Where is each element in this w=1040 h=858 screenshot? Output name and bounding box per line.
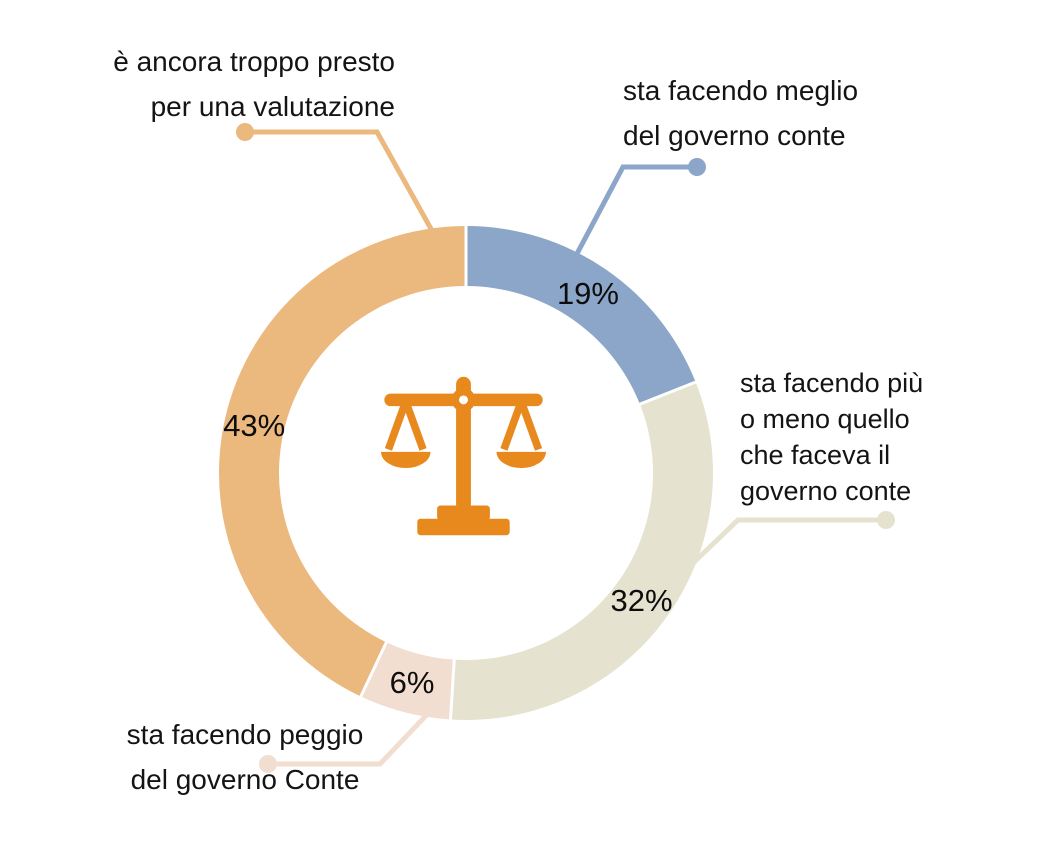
donut-slice-3 <box>218 226 466 697</box>
slice-value-label-2: 6% <box>389 665 435 701</box>
callout-label-piu-o-meno: sta facendo più o meno quello che faceva… <box>740 365 923 509</box>
leader-dot <box>688 158 706 176</box>
slice-value-label-1: 32% <box>610 582 673 618</box>
callout-line: del governo Conte <box>130 764 360 795</box>
leader-line <box>686 517 886 570</box>
donut-slice-0 <box>466 226 696 405</box>
leader-dot <box>236 123 254 141</box>
slice-separator <box>448 657 456 722</box>
callout-label-troppo-presto: è ancora troppo presto per una valutazio… <box>113 39 395 129</box>
callout-line: sta facendo più <box>740 368 924 398</box>
leader-dot <box>259 755 277 773</box>
slice-value-label-0: 19% <box>556 275 619 311</box>
callout-line: governo conte <box>740 476 912 506</box>
slice-separator <box>637 379 699 407</box>
callout-label-peggio: sta facendo peggio del governo Conte <box>95 712 395 802</box>
callout-line: sta facendo peggio <box>126 719 364 750</box>
donut-slice-1 <box>450 382 714 720</box>
leader-line <box>247 129 443 247</box>
leader-dot <box>877 511 895 529</box>
callout-line: per una valutazione <box>150 91 395 122</box>
callout-line: è ancora troppo presto <box>113 46 395 77</box>
leader-line <box>270 701 440 767</box>
callout-line: sta facendo meglio <box>623 75 859 106</box>
slice-value-label-3: 43% <box>223 407 286 443</box>
callout-line: o meno quello <box>740 404 910 434</box>
donut-slice-2 <box>360 642 455 720</box>
callout-line: del governo conte <box>623 120 846 151</box>
scales-of-justice-icon <box>381 376 546 536</box>
leader-line <box>568 164 697 267</box>
callout-label-meglio: sta facendo meglio del governo conte <box>623 68 858 158</box>
callout-line: che faceva il <box>740 440 891 470</box>
slice-separator <box>358 639 389 699</box>
